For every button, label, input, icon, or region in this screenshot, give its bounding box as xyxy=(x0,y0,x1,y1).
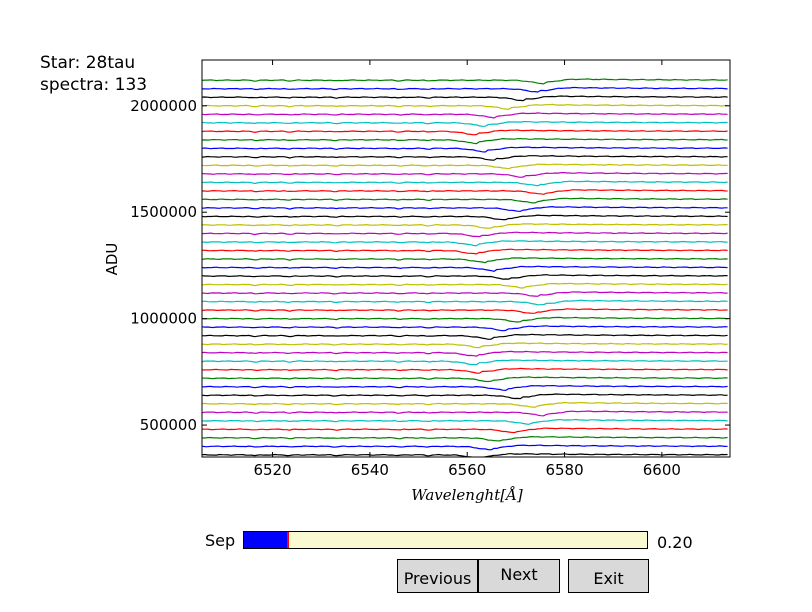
spectrum-line xyxy=(202,316,728,323)
sep-slider-fill xyxy=(244,532,289,548)
spectrum-line xyxy=(202,240,728,247)
plot-frame xyxy=(201,59,731,458)
spectrum-line xyxy=(202,129,728,136)
sep-slider-value: 0.20 xyxy=(657,533,693,552)
spectrum-line xyxy=(202,342,728,349)
spectrum-line xyxy=(202,121,728,127)
y-tick-label: 1500000 xyxy=(130,203,197,221)
x-tick-label: 6540 xyxy=(351,461,389,479)
spectrum-line xyxy=(202,291,728,297)
spectrum-line xyxy=(202,444,728,451)
previous-button[interactable]: Previous xyxy=(397,559,478,593)
x-tick-label: 6600 xyxy=(643,461,681,479)
spectrum-line xyxy=(202,308,728,314)
spectrum-line xyxy=(202,410,728,417)
y-tick-label: 1000000 xyxy=(130,310,197,328)
x-tick-label: 6580 xyxy=(545,461,583,479)
spectrum-line xyxy=(202,103,728,111)
y-tick-label: 2000000 xyxy=(130,97,197,115)
y-axis-label: ADU xyxy=(103,243,121,276)
spectrum-line xyxy=(202,282,728,289)
spectrum-line xyxy=(202,333,728,340)
sep-slider-label: Sep xyxy=(205,531,236,550)
spectrum-line xyxy=(202,137,728,145)
x-axis-label: Wavelenght[Å] xyxy=(411,486,523,504)
spectrum-line xyxy=(202,248,728,255)
spectrum-line xyxy=(202,189,728,195)
spectrum-line xyxy=(202,257,728,264)
spectrum-line xyxy=(202,350,728,357)
spectrum-line xyxy=(202,299,728,306)
spectrum-line xyxy=(202,452,728,457)
x-tick-label: 6520 xyxy=(253,461,291,479)
spectrum-line xyxy=(202,78,728,85)
spectrum-line xyxy=(202,223,728,229)
spectrum-line xyxy=(202,274,728,280)
spectrum-line xyxy=(202,401,728,408)
tick-layer: 6520 6540 6560 6580 6600 500000 1000000 1500000… xyxy=(130,60,730,479)
star-name-label: Star: 28tau xyxy=(40,53,136,73)
sep-slider-handle[interactable] xyxy=(287,532,290,548)
spectrum-line xyxy=(202,325,728,332)
spectrum-line xyxy=(202,146,728,153)
spectrum-line xyxy=(202,112,728,119)
spectrum-line xyxy=(202,359,728,366)
spectrum-line xyxy=(202,205,728,212)
spectra-count-label: spectra: 133 xyxy=(40,75,148,95)
spectrum-line xyxy=(202,95,728,102)
series-layer xyxy=(202,78,728,457)
spectrum-line xyxy=(202,214,728,221)
spectrum-line xyxy=(202,427,728,434)
next-button[interactable]: Next xyxy=(478,559,560,593)
spectrum-line xyxy=(202,435,728,442)
y-tick-label: 500000 xyxy=(140,416,197,434)
spectrum-line xyxy=(202,376,728,383)
spectrum-line xyxy=(202,172,728,178)
spectrum-line xyxy=(202,163,728,170)
spectrum-line xyxy=(202,418,728,425)
exit-button[interactable]: Exit xyxy=(568,559,649,593)
spectrum-line xyxy=(202,86,728,93)
spectrum-line xyxy=(202,197,728,204)
sep-slider[interactable] xyxy=(243,531,648,549)
spectrum-line xyxy=(202,154,728,161)
spectrum-line xyxy=(202,384,728,392)
spectrum-line xyxy=(202,231,728,238)
spectrum-line xyxy=(202,393,728,400)
spectrum-line xyxy=(202,367,728,374)
spectrum-line xyxy=(202,265,728,272)
spectrum-line xyxy=(202,180,728,187)
x-tick-label: 6560 xyxy=(448,461,486,479)
